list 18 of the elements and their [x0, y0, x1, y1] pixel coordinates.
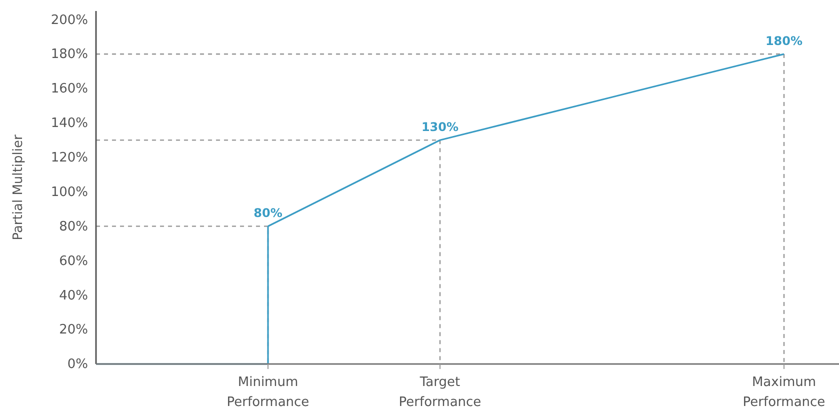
y-tick-label: 100% [50, 184, 88, 200]
x-tick-label: Minimum Performance [226, 375, 310, 410]
y-tick-label: 40% [59, 288, 88, 304]
y-tick-label: 200% [50, 12, 88, 28]
y-tick-label: 80% [59, 219, 88, 234]
data-label: 80% [254, 206, 282, 220]
y-axis-title: Partial Multiplier [11, 134, 26, 240]
y-tick-label: 160% [50, 82, 88, 97]
y-tick-label: 120% [50, 150, 88, 166]
y-tick-label: 180% [50, 47, 88, 62]
y-tick-label: 140% [50, 116, 88, 132]
y-tick-label: 0% [67, 357, 88, 372]
x-tick-label: Target Performance [398, 375, 482, 410]
x-tick-label: Maximum Performance [742, 375, 826, 410]
y-tick-label: 60% [59, 254, 88, 269]
data-label: 130% [421, 120, 459, 134]
data-label: 180% [765, 34, 803, 48]
y-tick-label: 20% [59, 322, 88, 338]
